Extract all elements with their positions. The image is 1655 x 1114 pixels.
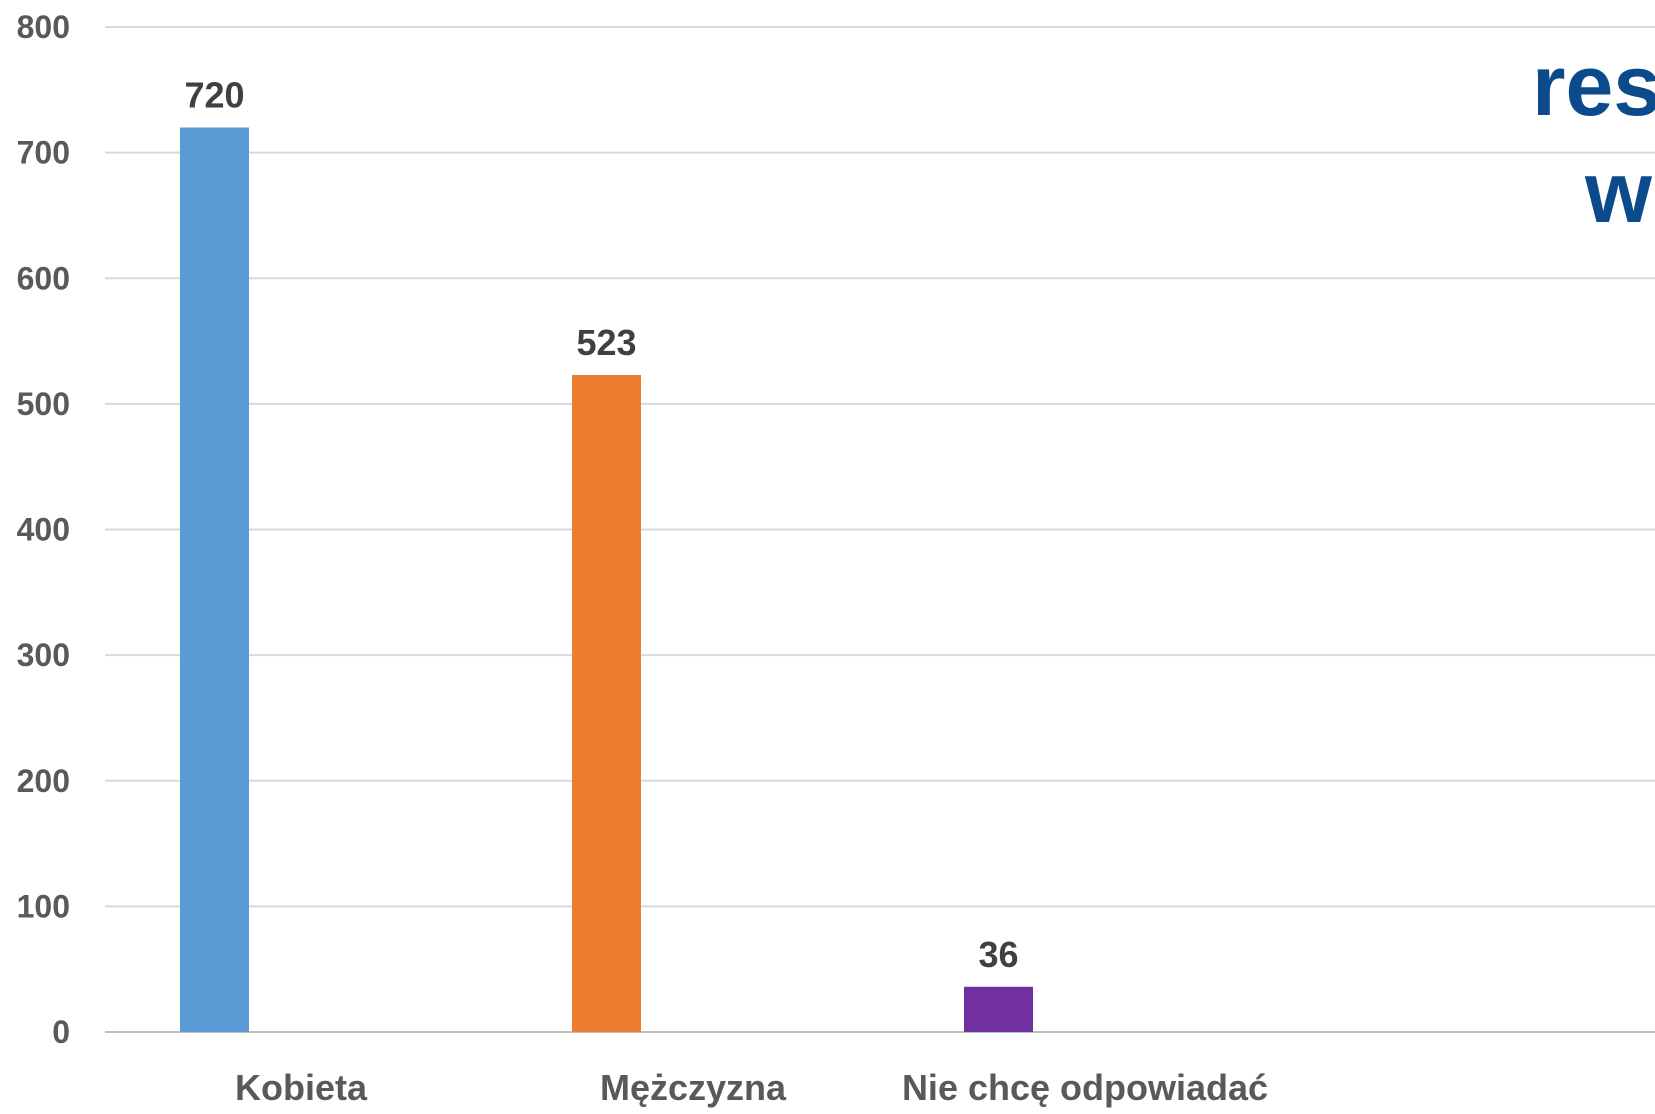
title-fragment-1: res xyxy=(1532,38,1655,134)
data-labels: 720 523 36 xyxy=(184,75,1018,975)
x-axis-category-labels: Kobieta Mężczyzna Nie chcę odpowiadać xyxy=(235,1067,1268,1108)
data-label-0: 720 xyxy=(184,75,244,116)
y-tick-label: 500 xyxy=(17,386,70,422)
y-tick-label: 600 xyxy=(17,260,70,296)
y-tick-label: 800 xyxy=(17,9,70,45)
y-tick-label: 0 xyxy=(52,1014,70,1050)
y-tick-label: 300 xyxy=(17,637,70,673)
category-label-0: Kobieta xyxy=(235,1067,368,1108)
gridlines xyxy=(105,26,1655,1033)
title-fragment-2: w xyxy=(1584,145,1653,241)
chart-title-fragments: res w xyxy=(1532,38,1655,241)
data-label-1: 523 xyxy=(576,322,636,363)
bar-1 xyxy=(572,374,641,1032)
y-tick-label: 400 xyxy=(17,512,70,548)
bar-0 xyxy=(180,127,249,1032)
y-tick-label: 100 xyxy=(17,888,70,924)
data-label-2: 36 xyxy=(978,934,1018,975)
category-label-1: Mężczyzna xyxy=(600,1067,787,1108)
y-axis-tick-labels: 0 100 200 300 400 500 600 700 800 xyxy=(17,9,70,1050)
y-tick-label: 200 xyxy=(17,763,70,799)
category-label-2: Nie chcę odpowiadać xyxy=(902,1067,1268,1108)
y-tick-label: 700 xyxy=(17,135,70,171)
bar-2 xyxy=(964,986,1033,1032)
bars xyxy=(180,127,1033,1032)
